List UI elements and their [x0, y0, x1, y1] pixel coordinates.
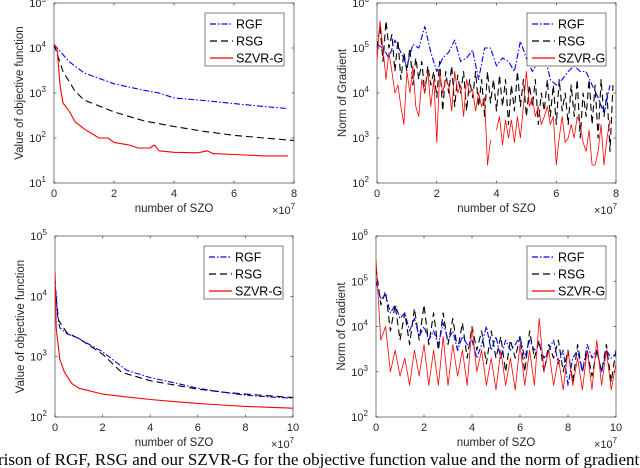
x-tick-label: 2	[111, 188, 117, 200]
series-line-rgf	[55, 278, 293, 399]
y-tick-label: 104	[29, 40, 46, 55]
x-tick-label: 6	[517, 422, 523, 434]
y-tick-label: 103	[351, 364, 368, 379]
y-tick-label: 103	[352, 130, 369, 145]
x-tick-label: 0	[374, 188, 380, 200]
x-tick-label: 6	[195, 422, 201, 434]
series-line-szvr-g	[377, 20, 611, 166]
x-axis-multiplier: ×107	[272, 202, 296, 217]
series-line-rsg	[376, 267, 616, 383]
y-axis-label: Norm of Gradient	[336, 282, 348, 371]
x-tick-label: 2	[421, 422, 427, 434]
y-tick-label: 102	[351, 409, 368, 424]
x-tick-label: 0	[373, 422, 379, 434]
series-line-rsg	[377, 20, 614, 153]
series-group	[55, 272, 293, 409]
y-tick-label: 104	[351, 319, 368, 334]
x-tick-label: 0	[51, 188, 57, 200]
subplot-3: 0 2 4 6 8 10 102 103 104 105 number of SZO ×107 Valu…	[15, 228, 299, 451]
legend-label-szvr-g: SZVR-G	[235, 285, 282, 299]
series-line-szvr-g	[55, 272, 293, 409]
y-axis-label: Norm of Gradient	[337, 48, 349, 137]
x-tick-label: 8	[291, 188, 297, 200]
x-axis-label: number of SZO	[457, 203, 536, 215]
x-tick-label: 4	[147, 422, 153, 434]
legend-label-rsg: RSG	[236, 35, 263, 49]
series-group	[54, 44, 294, 157]
y-tick-label: 102	[29, 130, 46, 145]
x-tick-label: 2	[434, 188, 440, 200]
series-group	[376, 259, 616, 391]
figure-caption: rison of RGF, RSG and our SZVR-G for the…	[0, 450, 640, 468]
y-tick-label: 106	[352, 0, 369, 10]
y-tick-label: 103	[29, 85, 46, 100]
legend-box	[526, 12, 607, 67]
x-axis-label: number of SZO	[135, 203, 214, 215]
y-tick-label: 105	[352, 40, 369, 55]
legend-label-rgf: RGF	[558, 251, 585, 265]
series-line-rsg	[54, 44, 294, 142]
legend-label-szvr-g: SZVR-G	[558, 285, 605, 299]
legend: RGF RSG SZVR-G	[526, 12, 607, 67]
subplot-2: 0 2 4 6 8 102 103 104 105 106 number of SZO ×107 Nor…	[337, 0, 619, 217]
y-tick-label: 105	[30, 228, 47, 243]
series-line-rgf	[54, 44, 289, 110]
legend-label-szvr-g: SZVR-G	[558, 52, 605, 66]
x-tick-label: 6	[231, 188, 237, 200]
x-axis-multiplier: ×107	[271, 436, 295, 451]
y-tick-label: 105	[29, 0, 46, 10]
y-axis-label: Value of objective function	[14, 26, 26, 159]
x-tick-label: 4	[469, 422, 475, 434]
legend-label-rsg: RSG	[235, 268, 262, 282]
y-tick-label: 106	[351, 228, 368, 243]
series-line-rsg	[55, 285, 293, 399]
legend-label-rsg: RSG	[558, 268, 585, 282]
series-line-rgf	[377, 25, 611, 115]
subplot-1: 0 2 4 6 8 101 102 103 104 105 number of SZO ×107 Val…	[14, 0, 297, 217]
legend-box	[203, 245, 284, 300]
y-tick-label: 102	[30, 409, 47, 424]
x-tick-label: 2	[100, 422, 106, 434]
series-line-rgf	[376, 281, 616, 386]
legend-label-szvr-g: SZVR-G	[236, 52, 283, 66]
x-tick-label: 0	[52, 422, 58, 434]
x-axis-label: number of SZO	[457, 437, 536, 449]
subplot-4: 0 2 4 6 8 10 102 103 104 105 106 number of SZO ×107 N…	[336, 228, 622, 451]
legend-label-rgf: RGF	[235, 251, 262, 265]
x-axis-multiplier: ×107	[594, 202, 618, 217]
x-tick-label: 8	[565, 422, 571, 434]
x-tick-label: 4	[171, 188, 177, 200]
legend-label-rsg: RSG	[558, 35, 585, 49]
series-line-szvr-g	[376, 259, 616, 391]
x-tick-label: 8	[242, 422, 248, 434]
x-axis-multiplier: ×107	[594, 436, 618, 451]
legend: RGF RSG SZVR-G	[203, 245, 284, 300]
legend-box	[204, 12, 285, 67]
x-tick-label: 10	[610, 422, 622, 434]
y-tick-label: 104	[352, 85, 369, 100]
legend: RGF RSG SZVR-G	[204, 12, 285, 67]
x-tick-label: 8	[613, 188, 619, 200]
y-tick-label: 105	[351, 273, 368, 288]
legend-box	[526, 245, 607, 300]
series-group	[377, 20, 614, 166]
y-axis-label: Value of objective function	[15, 260, 27, 393]
x-tick-label: 10	[287, 422, 299, 434]
x-axis-label: number of SZO	[135, 437, 214, 449]
y-tick-label: 104	[30, 288, 47, 303]
legend-label-rgf: RGF	[558, 18, 585, 32]
y-tick-label: 103	[30, 349, 47, 364]
legend-label-rgf: RGF	[236, 18, 263, 32]
x-tick-label: 6	[553, 188, 559, 200]
y-tick-label: 102	[352, 175, 369, 190]
legend: RGF RSG SZVR-G	[526, 245, 607, 300]
y-tick-label: 101	[29, 175, 46, 190]
x-tick-label: 4	[493, 188, 499, 200]
series-line-szvr-g	[54, 44, 288, 157]
